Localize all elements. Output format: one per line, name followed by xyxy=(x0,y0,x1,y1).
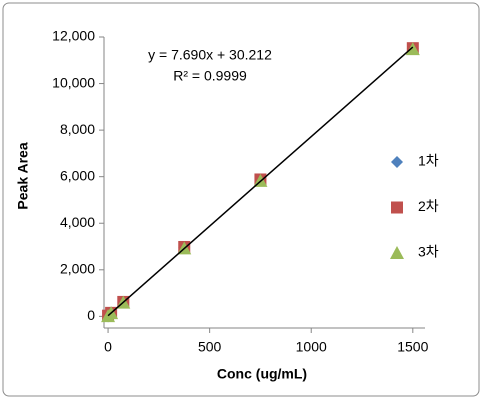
x-tick-label: 1000 xyxy=(296,339,327,355)
legend-marker xyxy=(391,201,403,214)
y-tick-label: 8,000 xyxy=(60,121,95,137)
trendline xyxy=(107,46,414,317)
y-tick-label: 12,000 xyxy=(52,28,95,44)
legend-label: 2차 xyxy=(418,198,439,214)
y-axis-title: Peak Area xyxy=(15,142,31,209)
y-tick-label: 0 xyxy=(87,307,95,323)
x-tick-label: 500 xyxy=(198,339,222,355)
legend-marker xyxy=(390,246,404,259)
y-tick-label: 6,000 xyxy=(60,167,95,183)
x-tick-label: 0 xyxy=(104,339,112,355)
x-axis-title: Conc (ug/mL) xyxy=(217,366,307,382)
data-point xyxy=(405,42,420,56)
y-tick-label: 2,000 xyxy=(60,261,95,277)
trendline-r2: R² = 0.9999 xyxy=(173,68,247,84)
x-tick-label: 1500 xyxy=(397,339,428,355)
y-tick-label: 4,000 xyxy=(60,214,95,230)
legend-label: 3차 xyxy=(418,244,439,260)
legend-marker xyxy=(391,156,403,168)
trendline-equation: y = 7.690x + 30.212 xyxy=(148,47,272,63)
y-tick-label: 10,000 xyxy=(52,74,95,90)
legend-label: 1차 xyxy=(418,153,439,169)
